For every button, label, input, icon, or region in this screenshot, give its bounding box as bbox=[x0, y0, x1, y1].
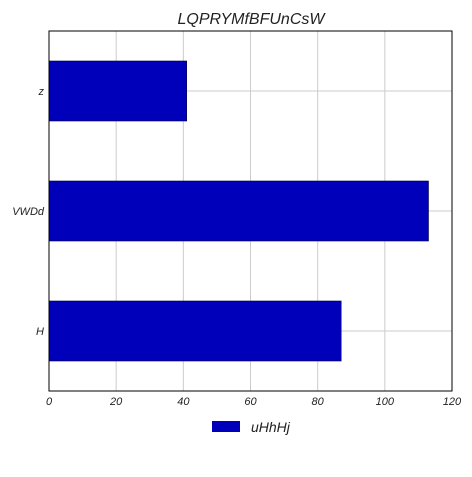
y-tick-label-vwdd: VWDd bbox=[12, 206, 45, 218]
x-tick-label-40: 40 bbox=[177, 396, 190, 408]
legend-label-uhhhj: uHhHj bbox=[251, 419, 291, 435]
bar-z bbox=[48, 60, 187, 122]
x-tick-label-80: 80 bbox=[312, 396, 325, 408]
bars bbox=[48, 60, 429, 362]
x-tick-label-20: 20 bbox=[109, 396, 123, 408]
legend: uHhHj bbox=[212, 419, 291, 435]
x-tick-label-0: 0 bbox=[46, 396, 53, 408]
chart-title: LQPRYMfBFUnCsW bbox=[178, 11, 327, 28]
bar-vwdd bbox=[48, 180, 429, 242]
y-tick-label-z: z bbox=[38, 86, 45, 98]
x-tick-label-120: 120 bbox=[443, 396, 462, 408]
x-tick-label-100: 100 bbox=[376, 396, 395, 408]
bar-h bbox=[48, 300, 342, 362]
legend-swatch-uhhhj bbox=[212, 421, 240, 432]
x-tick-label-60: 60 bbox=[244, 396, 257, 408]
y-tick-label-h: H bbox=[36, 326, 44, 338]
plot-frame bbox=[48, 30, 453, 392]
axes: 0 20 40 60 80 100 120 H VWDd z bbox=[12, 30, 462, 408]
